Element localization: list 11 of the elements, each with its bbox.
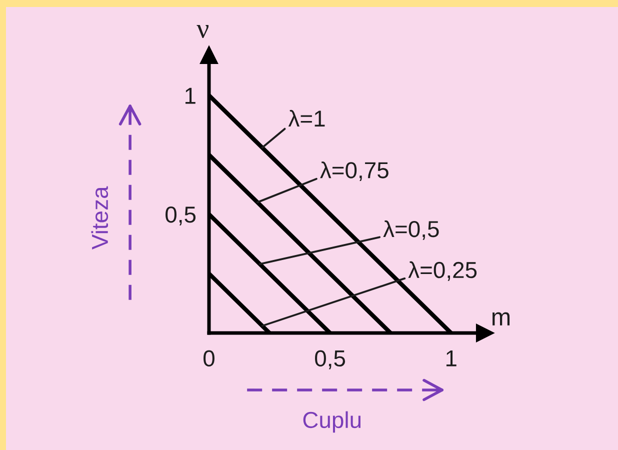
annotation: λ=0,75 [320, 161, 388, 182]
annotation: λ=0,25 [408, 261, 477, 281]
x-tick-label: 0 [204, 350, 214, 366]
annotation: λ=0,5 [383, 220, 439, 240]
x-tick-label: 1 [446, 350, 456, 366]
annotation: λ=1 [288, 110, 325, 127]
text: Cuplu [303, 411, 361, 433]
text: Viteza [91, 186, 108, 250]
y-axis-title: ν [196, 25, 209, 38]
x-tick-label: 0,5 [315, 350, 346, 370]
x-axis-title: m [492, 312, 510, 326]
